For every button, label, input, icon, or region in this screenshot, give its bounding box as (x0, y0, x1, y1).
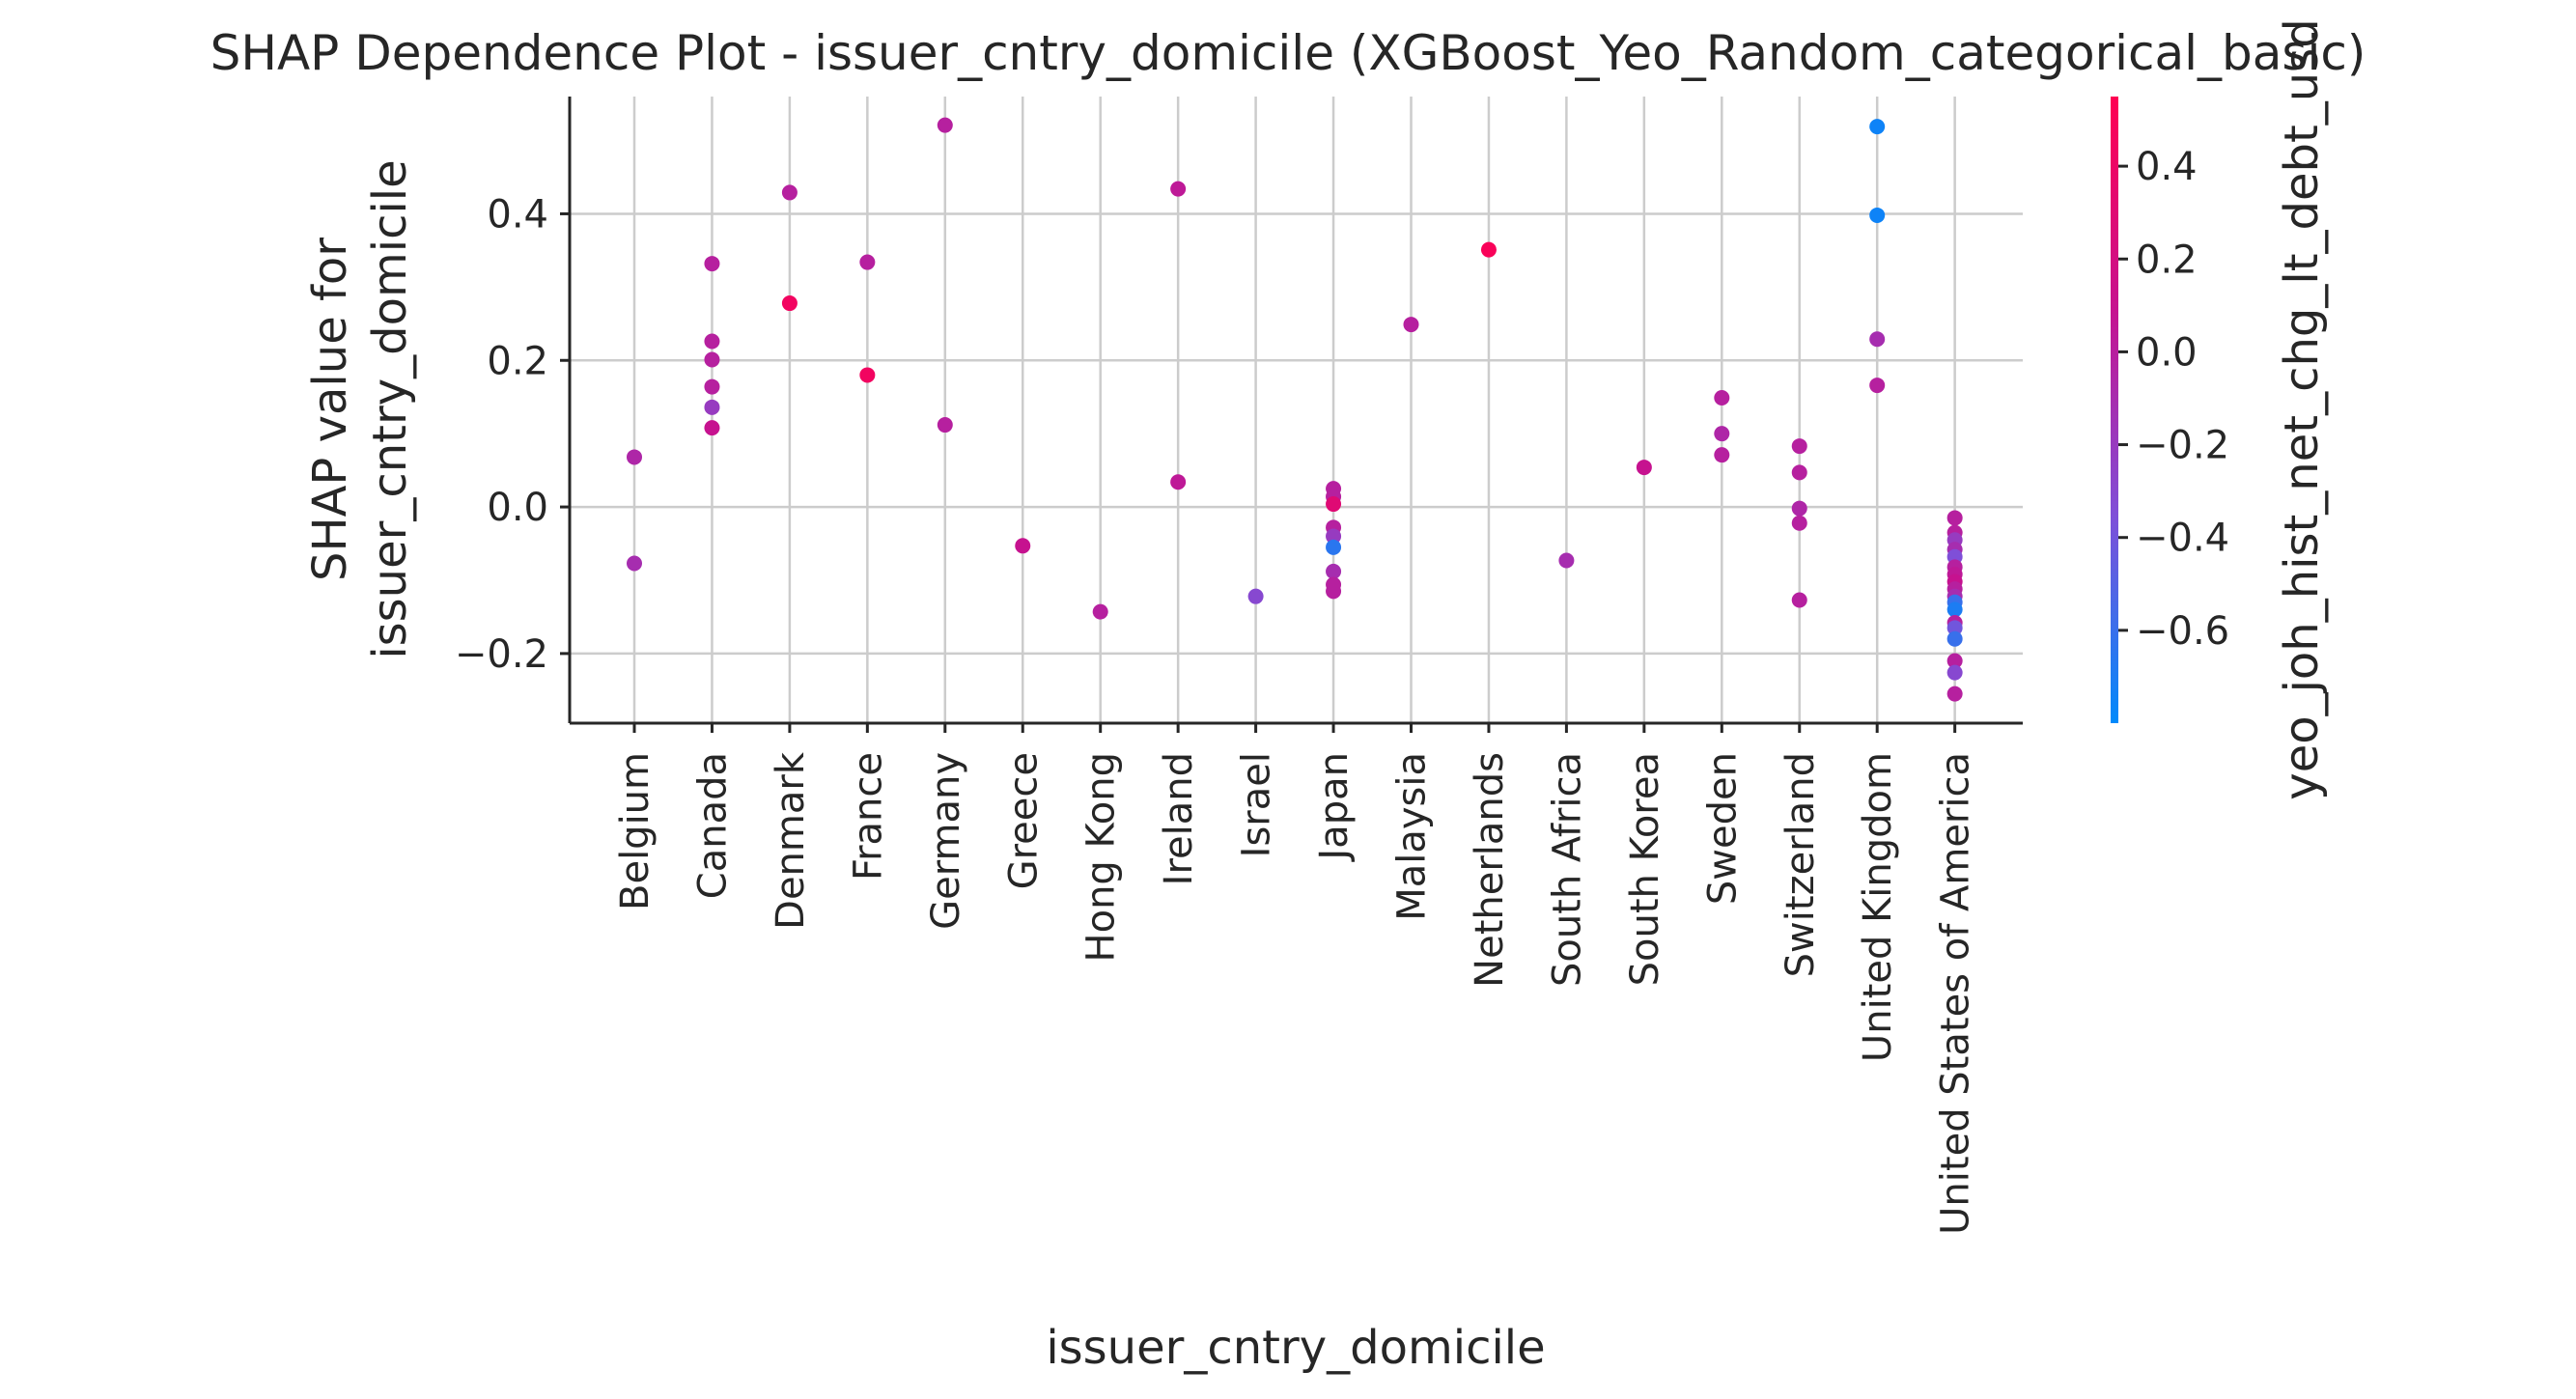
data-point (704, 399, 720, 415)
colorbar-tick-label: 0.2 (2136, 238, 2198, 282)
data-point (1946, 620, 1963, 636)
data-point (627, 555, 642, 572)
data-point (627, 449, 642, 465)
data-point (1791, 438, 1807, 455)
data-point (704, 378, 720, 395)
x-tick-label: Belgium (613, 752, 658, 910)
chart-title: SHAP Dependence Plot - issuer_cntry_domi… (210, 25, 2366, 81)
x-tick-label: South Africa (1545, 752, 1589, 987)
data-point (1869, 119, 1886, 135)
x-tick-label: South Korea (1623, 752, 1667, 986)
data-point (1946, 630, 1963, 647)
x-tick-label: Ireland (1157, 752, 1201, 885)
data-point (1869, 378, 1886, 394)
data-point (1326, 528, 1342, 545)
data-point (859, 367, 876, 383)
data-point (1170, 181, 1187, 197)
x-tick-label: Sweden (1700, 752, 1745, 905)
y-axis-ticks: −0.2 0.0 0.2 0.4 (455, 192, 570, 677)
data-point (1247, 588, 1264, 604)
data-point (1946, 602, 1963, 618)
y-tick-label: 0.2 (487, 339, 548, 383)
data-point (1791, 500, 1807, 517)
scatter-points (627, 117, 1963, 702)
x-tick-label: France (846, 752, 890, 881)
data-point (1480, 241, 1497, 258)
colorbar-tick-label: 0.0 (2136, 330, 2198, 375)
x-tick-label: Malaysia (1390, 752, 1435, 921)
x-tick-label: United Kingdom (1856, 752, 1900, 1062)
data-point (1869, 331, 1886, 348)
data-point (781, 295, 798, 312)
data-point (1326, 539, 1342, 555)
data-point (1714, 389, 1730, 406)
data-point (1946, 664, 1963, 681)
colorbar-gradient (2111, 97, 2118, 723)
y-axis-label-line-1: SHAP value for (303, 238, 357, 581)
data-point (704, 351, 720, 368)
data-point (781, 184, 798, 201)
data-point (1403, 317, 1419, 333)
x-tick-label: Netherlands (1468, 752, 1512, 988)
x-tick-label: Switzerland (1778, 752, 1823, 977)
x-tick-label: Greece (1001, 752, 1046, 889)
data-point (1636, 460, 1652, 476)
y-tick-label: 0.4 (487, 192, 548, 237)
data-point (1946, 653, 1963, 669)
x-tick-label: Canada (690, 752, 735, 899)
x-tick-label: Denmark (769, 751, 813, 930)
colorbar-tick-label: 0.4 (2136, 145, 2198, 189)
colorbar-tick-label: −0.2 (2136, 424, 2229, 468)
data-point (937, 417, 953, 434)
x-tick-label: United States of America (1934, 752, 1978, 1235)
x-tick-label: Germany (924, 752, 968, 930)
colorbar: −0.6 −0.4 −0.2 0.0 0.2 0.4 yeo_joh_hist_net_c… (2111, 18, 2329, 800)
data-point (1946, 510, 1963, 526)
x-tick-label: Hong Kong (1079, 752, 1124, 962)
y-tick-label: 0.0 (487, 486, 548, 530)
colorbar-ticks: −0.6 −0.4 −0.2 0.0 0.2 0.4 (2118, 145, 2229, 654)
y-tick-label: −0.2 (455, 632, 548, 677)
data-point (1791, 592, 1807, 608)
data-point (1714, 447, 1730, 463)
colorbar-tick-label: −0.4 (2136, 517, 2229, 561)
x-axis-ticks: Belgium Canada Denmark France Germany Greece H… (613, 723, 1978, 1235)
data-point (859, 254, 876, 270)
data-point (704, 333, 720, 350)
plot-spines (568, 97, 2023, 725)
data-point (937, 117, 953, 133)
data-point (1015, 538, 1031, 554)
data-point (1791, 515, 1807, 531)
x-tick-label: Japan (1312, 752, 1357, 863)
data-point (1869, 207, 1886, 223)
colorbar-tick-label: −0.6 (2136, 609, 2229, 654)
data-point (1170, 474, 1187, 490)
data-point (704, 256, 720, 272)
data-point (1946, 686, 1963, 702)
data-point (1714, 426, 1730, 442)
data-point (704, 420, 720, 436)
data-point (1791, 464, 1807, 481)
data-point (1558, 552, 1575, 569)
x-tick-label: Israel (1235, 752, 1279, 857)
y-axis-label-line-2: issuer_cntry_domicile (363, 159, 417, 658)
colorbar-label: yeo_joh_hist_net_chg_lt_debt_usd (2275, 18, 2329, 799)
data-point (1326, 563, 1342, 579)
data-point (1092, 603, 1108, 620)
data-point (1326, 496, 1342, 513)
x-axis-label: issuer_cntry_domicile (1046, 1321, 1545, 1375)
data-point (1326, 583, 1342, 600)
